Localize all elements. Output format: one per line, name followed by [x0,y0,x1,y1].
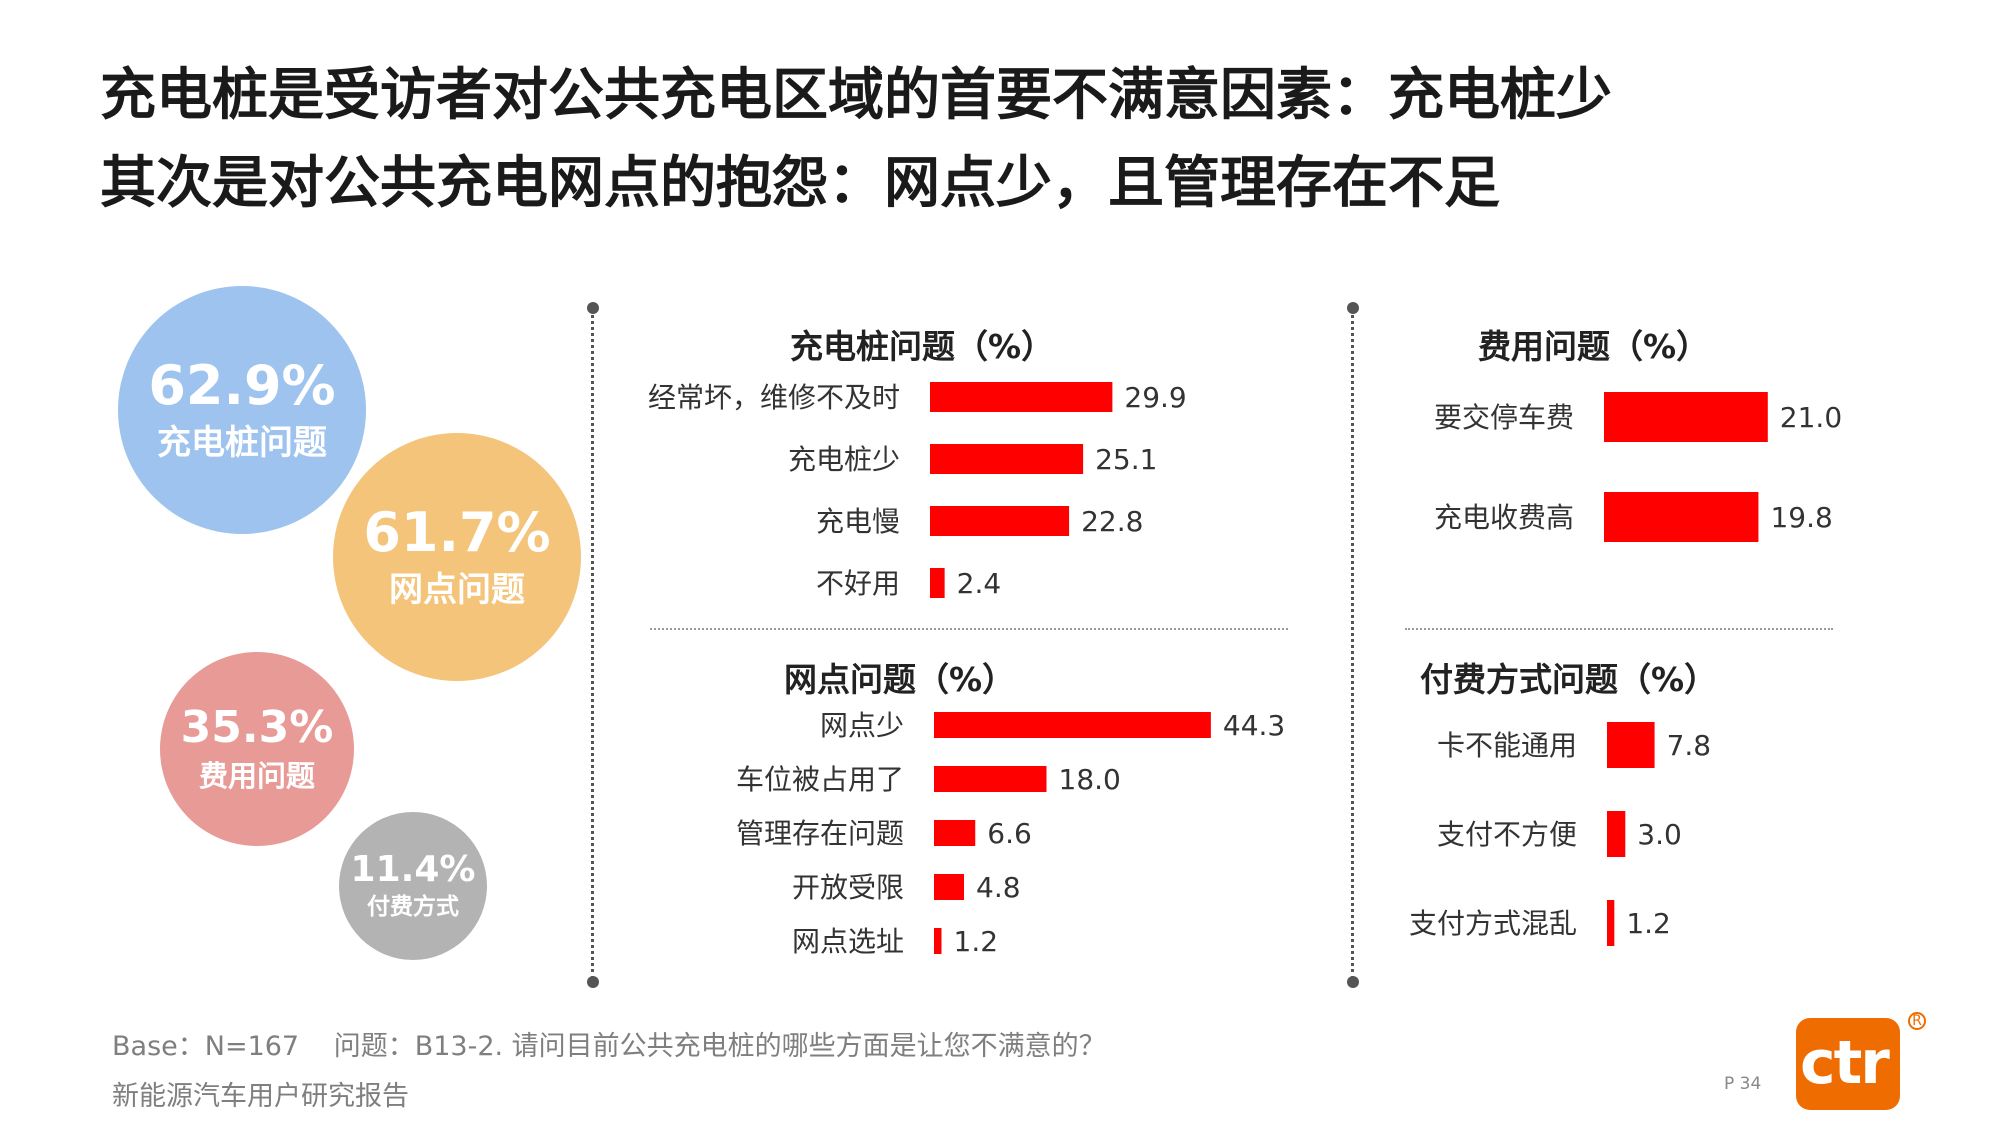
divider-horizontal-right [1405,628,1833,630]
divider-right [1351,308,1354,980]
bubble-network: 61.7% 网点问题 [333,433,581,681]
bar [1604,392,1768,442]
bar [1604,492,1759,542]
category-label: 开放受限 [792,871,904,904]
bubble-fee: 35.3% 费用问题 [160,652,354,846]
bar-chart-network: 网点少 44.3 车位被占用了 18.0 管理存在问题 6.6 开放受限 4.8 网点选址 1.2 [736,709,1285,958]
bubble-charging-pile: 62.9% 充电桩问题 [118,286,366,534]
bar [1607,722,1655,768]
bar [934,928,942,954]
chart-title-fee: 费用问题（%） [1478,327,1710,366]
page-title: 充电桩是受访者对公共充电区域的首要不满意因素：充电桩少 其次是对公共充电网点的抱… [100,52,1900,228]
data-label: 1.2 [1626,907,1671,940]
category-label: 车位被占用了 [736,763,904,796]
bar [930,568,945,598]
title-line-1: 充电桩是受访者对公共充电区域的首要不满意因素：充电桩少 [100,63,1612,128]
data-label: 2.4 [957,567,1002,600]
data-label: 7.8 [1667,729,1712,762]
divider-horizontal-center [650,628,1288,630]
data-label: 44.3 [1223,709,1285,742]
chart-title-network: 网点问题（%） [784,660,1016,699]
bubble-label: 付费方式 [367,894,459,921]
bubble-label: 网点问题 [389,569,525,610]
category-label: 充电桩少 [788,443,900,476]
data-label: 25.1 [1095,443,1157,476]
data-label: 22.8 [1081,505,1143,538]
chart-title-charging-pile: 充电桩问题（%） [790,327,1055,366]
base-text: Base：N=167 [112,1031,300,1062]
category-label: 管理存在问题 [736,817,904,850]
bubble-label: 充电桩问题 [157,422,327,463]
data-label: 19.8 [1770,501,1832,534]
data-label: 21.0 [1780,401,1842,434]
chart-title-payment: 付费方式问题（%） [1420,660,1718,699]
report-name: 新能源汽车用户研究报告 [112,1081,409,1112]
title-line-2: 其次是对公共充电网点的抱怨：网点少，且管理存在不足 [100,151,1500,216]
bar-chart-charging-pile: 经常坏，维修不及时 29.9 充电桩少 25.1 充电慢 22.8 不好用 2.4 [648,381,1187,600]
bar [1607,900,1615,946]
category-label: 网点选址 [792,925,904,958]
bar-chart-fee: 要交停车费 21.0 充电收费高 19.8 [1434,392,1842,542]
data-label: 3.0 [1637,818,1682,851]
category-label: 经常坏，维修不及时 [648,381,900,414]
data-label: 6.6 [987,817,1032,850]
bubble-pct: 62.9% [148,353,336,417]
category-label: 支付不方便 [1437,818,1577,851]
divider-dot [587,302,599,314]
bubble-pct: 11.4% [350,849,476,891]
bubble-label: 费用问题 [198,759,315,794]
page-number: P 34 [1724,1074,1762,1094]
ctr-logo [1796,1018,1900,1110]
data-label: 29.9 [1124,381,1186,414]
bar [930,382,1113,412]
category-label: 不好用 [816,567,900,600]
bar [934,712,1211,738]
divider-dot [1347,302,1359,314]
bar [934,766,1047,792]
question-text: 问题：B13-2. 请问目前公共充电桩的哪些方面是让您不满意的？ [333,1031,1106,1062]
data-label: 4.8 [976,871,1021,904]
category-label: 网点少 [820,709,904,742]
data-label: 18.0 [1059,763,1121,796]
bar [934,820,976,846]
category-label: 充电慢 [816,505,900,538]
bar [930,444,1084,474]
data-label: 1.2 [954,925,999,958]
bar [934,874,964,900]
category-label: 卡不能通用 [1437,729,1577,762]
bar [930,506,1070,536]
registered-icon: R [1908,1012,1926,1030]
bar [1607,811,1626,857]
bar-chart-payment: 卡不能通用 7.8 支付不方便 3.0 支付方式混乱 1.2 [1409,722,1712,946]
category-label: 支付方式混乱 [1409,907,1577,940]
bubble-pct: 35.3% [180,701,334,753]
category-label: 充电收费高 [1434,501,1574,534]
footnote-base: Base：N=167 问题：B13-2. 请问目前公共充电桩的哪些方面是让您不满… [112,1024,1106,1063]
ctr-logo-text: ctr [1800,1028,1890,1098]
divider-dot [587,976,599,988]
divider-dot [1347,976,1359,988]
divider-left [591,308,594,980]
bubble-pct: 61.7% [363,500,551,564]
category-label: 要交停车费 [1434,401,1574,434]
bubble-payment: 11.4% 付费方式 [339,812,487,960]
